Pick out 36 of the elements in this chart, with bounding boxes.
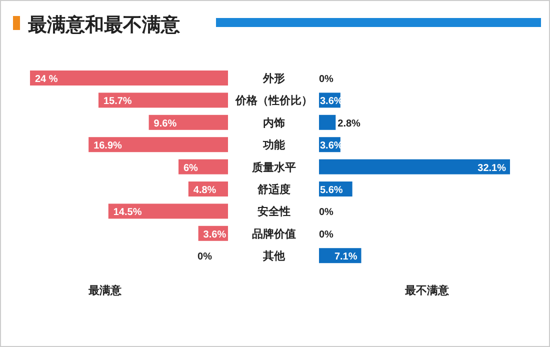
- y-tick-label: 外形: [262, 72, 285, 85]
- chart-title: 最满意和最不满意: [27, 14, 181, 36]
- y-tick-label: 舒适度: [256, 183, 290, 196]
- y-tick-label: 其他: [262, 250, 286, 263]
- data-label: 4.8%: [193, 185, 216, 196]
- y-tick-label: 内饰: [263, 116, 285, 130]
- bar: [88, 137, 228, 152]
- data-label: 6%: [184, 162, 198, 174]
- y-tick-label: 品牌价值: [252, 227, 296, 240]
- data-label: 14.5%: [113, 207, 142, 218]
- data-label: 0%: [319, 207, 334, 218]
- data-label: 32.1%: [478, 162, 506, 174]
- bar: [178, 159, 228, 174]
- bar: [319, 159, 510, 174]
- bar: [98, 92, 228, 108]
- y-tick-label: 质量水平: [251, 160, 296, 174]
- data-label: 15.7%: [103, 96, 132, 108]
- data-label: 7.1%: [334, 252, 358, 263]
- data-label: 16.9%: [94, 140, 122, 152]
- x-axis-title: 最满意: [88, 284, 122, 297]
- bar: [108, 204, 228, 219]
- data-label: 2.8%: [338, 118, 361, 130]
- data-label: 24 %: [35, 74, 58, 85]
- data-label: 0%: [319, 229, 334, 240]
- data-label: 0%: [319, 74, 334, 85]
- data-label: 0%: [198, 252, 212, 263]
- bar: [148, 114, 228, 130]
- bar: [30, 70, 228, 86]
- data-label: 9.6%: [154, 118, 177, 130]
- y-tick-label: 价格（性价比）: [234, 94, 312, 108]
- data-label: 5.6%: [320, 185, 343, 196]
- bar: [319, 114, 336, 130]
- y-tick-label: 安全性: [258, 205, 290, 218]
- y-tick-label: 功能: [262, 138, 286, 152]
- data-label: 3.6%: [203, 229, 226, 240]
- x-axis-title: 最不满意: [404, 284, 450, 297]
